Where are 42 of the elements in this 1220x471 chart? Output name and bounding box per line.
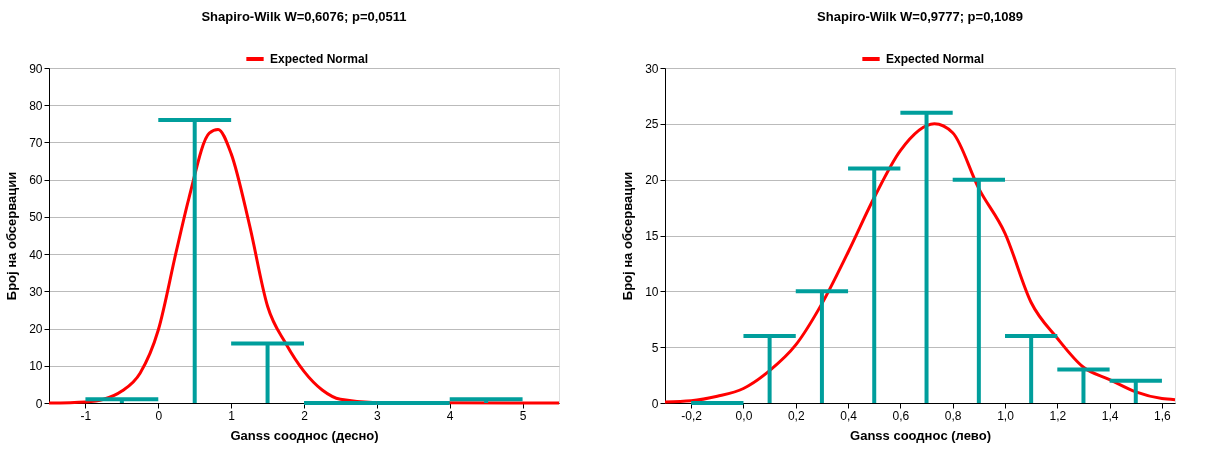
y-tick-label: 0 [35, 396, 43, 411]
y-tick-label: 20 [29, 322, 43, 337]
legend-label: Expected Normal [270, 52, 369, 66]
y-tick-label: 90 [29, 61, 43, 76]
y-tick-label: 80 [29, 98, 43, 113]
x-axis-title: Ganss соодноc (десно) [230, 427, 379, 443]
y-tick-label: 20 [645, 173, 659, 188]
x-tick-label: 0,4 [840, 408, 858, 423]
x-tick-label: 1,6 [1154, 408, 1172, 423]
y-axis-title: Број на обсервации [4, 171, 20, 301]
x-tick-label: 0,8 [944, 408, 962, 423]
x-tick-label: 0 [155, 408, 163, 423]
x-tick-label: 4 [446, 408, 454, 423]
x-tick-label: -1 [80, 408, 92, 423]
x-tick-label: 5 [519, 408, 527, 423]
x-tick-label: 0,2 [787, 408, 805, 423]
y-tick-label: 30 [645, 61, 659, 76]
y-tick-label: 40 [29, 247, 43, 262]
y-tick-label: 10 [645, 284, 659, 299]
legend-label: Expected Normal [886, 52, 985, 66]
chart-title: Shapiro-Wilk W=0,6076; p=0,0511 [201, 9, 407, 24]
x-tick-label: 0,0 [735, 408, 753, 423]
x-tick-label: 2 [301, 408, 309, 423]
chart-title: Shapiro-Wilk W=0,9777; p=0,1089 [817, 9, 1023, 24]
y-tick-label: 25 [645, 117, 659, 132]
x-tick-label: 1 [228, 408, 236, 423]
x-tick-label: 1,0 [997, 408, 1015, 423]
y-tick-label: 60 [29, 173, 43, 188]
y-axis-title: Број на обсервации [620, 171, 636, 301]
x-tick-label: 3 [374, 408, 382, 423]
x-axis-title: Ganss соодноc (лево) [850, 427, 991, 443]
y-tick-label: 15 [645, 229, 659, 243]
y-tick-label: 50 [29, 210, 43, 225]
y-tick-label: 30 [29, 284, 43, 299]
y-tick-label: 10 [29, 359, 43, 374]
x-tick-label: 1,2 [1049, 408, 1067, 423]
y-tick-label: 0 [651, 396, 659, 411]
x-tick-label: 0,6 [892, 408, 910, 423]
x-tick-label: -0,2 [681, 408, 703, 423]
x-tick-label: 1,4 [1101, 408, 1119, 423]
y-tick-label: 70 [29, 135, 43, 150]
y-tick-label: 5 [651, 340, 659, 355]
